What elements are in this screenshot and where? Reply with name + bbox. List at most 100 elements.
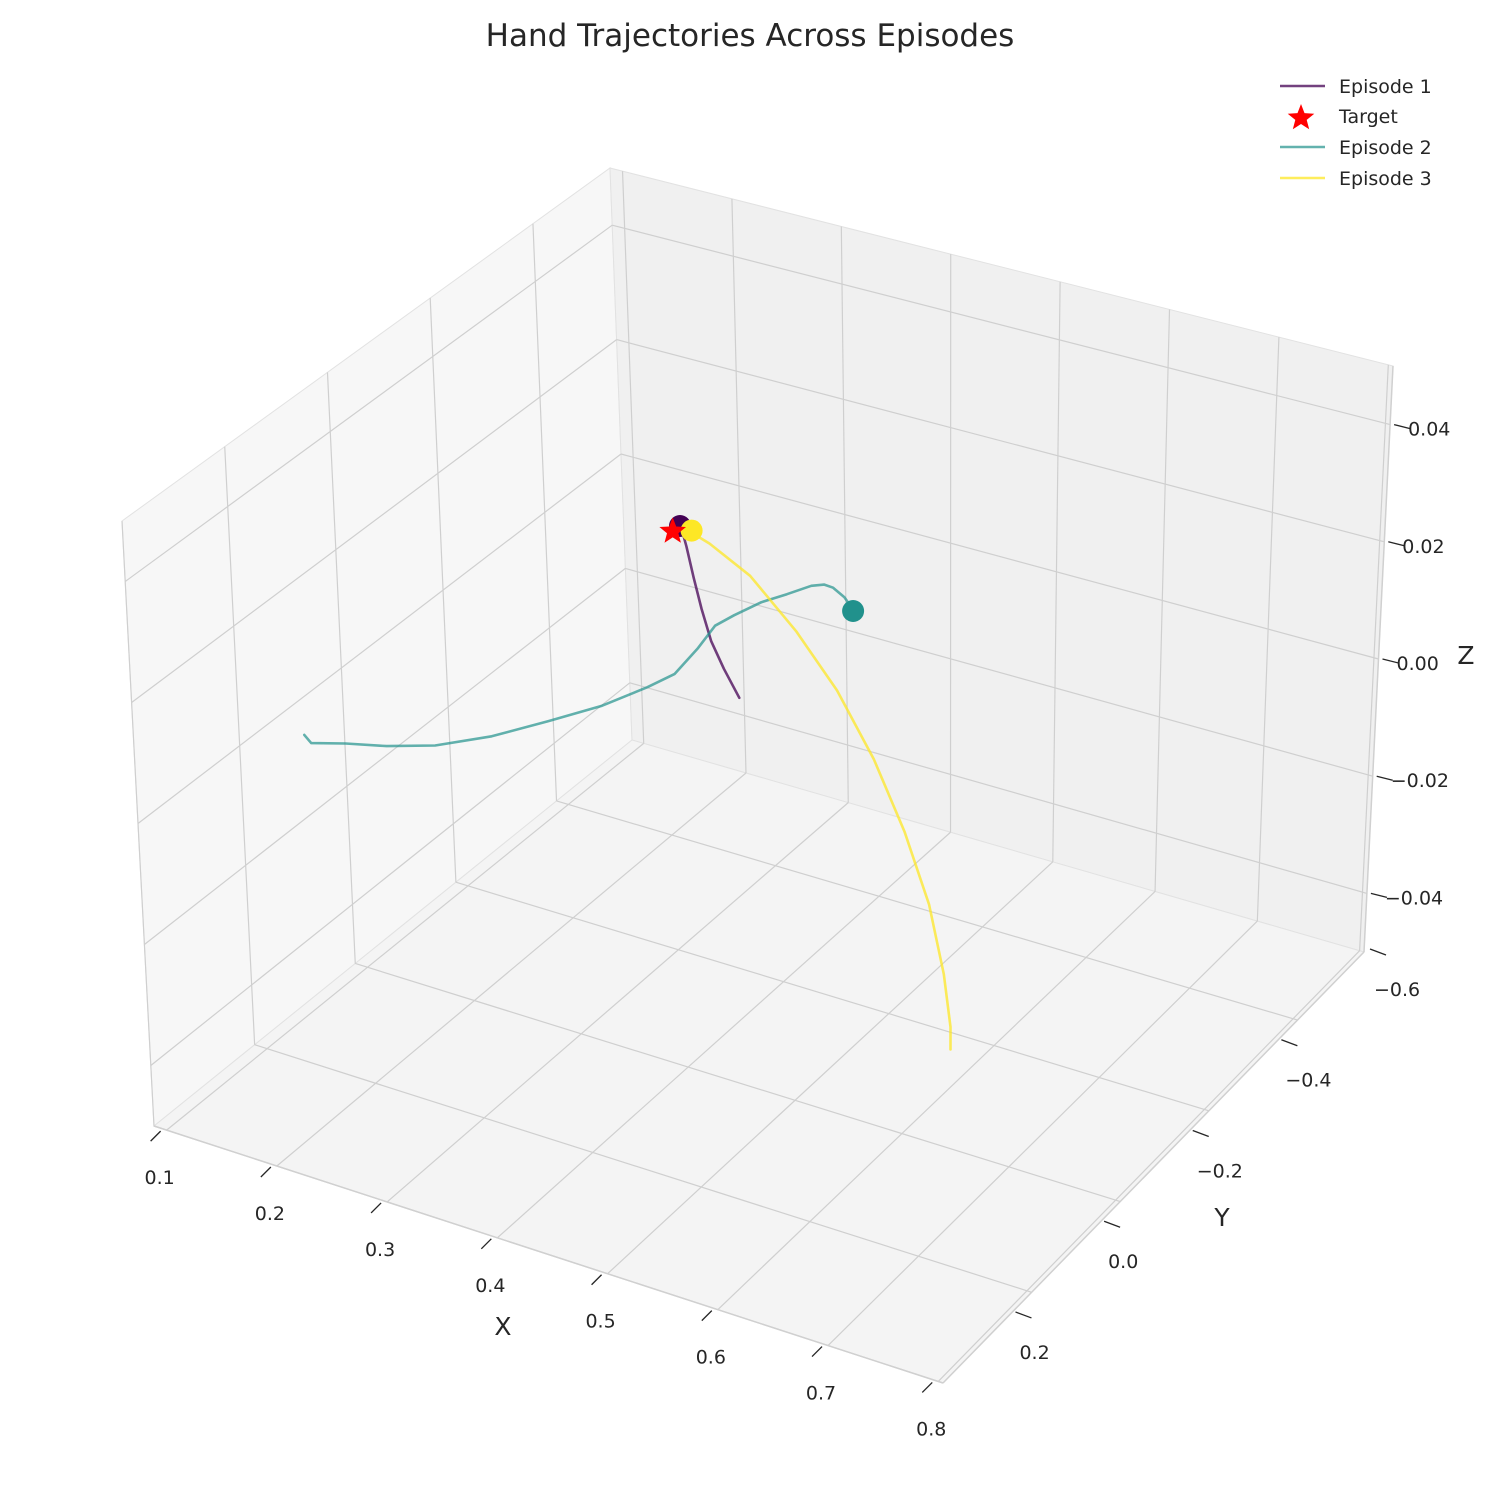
tick-mark [1369, 948, 1387, 956]
grid-line [455, 881, 1210, 1112]
legend-label-episode-1: Episode 1 [1339, 76, 1432, 98]
grid-line [386, 802, 849, 1203]
tick-mark [1382, 658, 1399, 664]
legend-label-target: Target [1338, 106, 1398, 128]
x-tick-2: 0.3 [365, 1202, 395, 1261]
x-tick-label: 0.6 [696, 1347, 726, 1369]
x-tick-1: 0.2 [255, 1166, 285, 1225]
x-tick-label: 0.4 [475, 1275, 505, 1297]
grid-line [131, 339, 617, 703]
tick-mark [370, 1202, 382, 1214]
grid-line [625, 567, 1373, 777]
grid-line [124, 224, 613, 582]
x-tick-5: 0.6 [696, 1310, 726, 1369]
x-tick-0: 0.1 [145, 1130, 175, 1189]
z-tick-3: 0.02 [1388, 536, 1445, 558]
z-tick-0: −0.04 [1370, 887, 1443, 909]
tick-mark [811, 1346, 823, 1358]
grid-line [612, 224, 1391, 426]
legend-entry-episode-2: Episode 2 [1280, 137, 1432, 159]
x-tick-label: 0.1 [145, 1167, 175, 1189]
y-tick-0: −0.6 [1369, 948, 1420, 1001]
z-axis-label: Z [1457, 641, 1474, 670]
tick-mark [1370, 892, 1388, 899]
end-markers [669, 515, 865, 622]
series-line-episode-2 [303, 583, 857, 748]
grid-line [629, 682, 1368, 894]
tick-mark [1281, 1039, 1298, 1047]
y-axis-line [942, 951, 1365, 1384]
grid-line [276, 772, 747, 1167]
end-marker-episode-2 [842, 600, 865, 622]
x-axis-ticks: 0.1 0.2 0.3 0.4 0.5 0.6 0.7 0.8 [145, 1130, 946, 1440]
z-tick-label: 0.00 [1397, 653, 1439, 675]
legend-label-episode-3: Episode 3 [1339, 168, 1432, 190]
z-axis-line [1363, 365, 1394, 953]
x-tick-7: 0.8 [916, 1381, 946, 1440]
grid-line [620, 453, 1379, 660]
tick-mark [1103, 1220, 1121, 1228]
series-line-episode-3 [684, 527, 952, 1051]
legend-label-episode-2: Episode 2 [1339, 137, 1432, 159]
tick-mark [1015, 1311, 1032, 1319]
end-marker-episode-3 [680, 519, 703, 542]
z-tick-label: −0.02 [1391, 770, 1449, 792]
legend: Episode 1 Target Episode 2 Episode 3 [1280, 76, 1432, 190]
z-axis-ticks: −0.04 −0.02 0.00 0.02 0.04 [1370, 419, 1450, 909]
tick-mark [480, 1238, 492, 1250]
z-tick-2: 0.00 [1382, 653, 1439, 675]
z-tick-label: 0.04 [1408, 419, 1450, 441]
tick-mark [701, 1310, 713, 1322]
grid-line [496, 831, 951, 1239]
x-tick-label: 0.7 [806, 1383, 836, 1405]
x-tick-6: 0.7 [806, 1346, 836, 1405]
chart-title: Hand Trajectories Across Episodes [486, 18, 1015, 54]
grid-line [616, 339, 1385, 543]
y-tick-label: −0.4 [1285, 1070, 1331, 1092]
legend-entry-episode-1: Episode 1 [1280, 76, 1432, 98]
grid-line [556, 800, 1298, 1021]
grid-line [166, 742, 645, 1131]
y-tick-label: −0.6 [1374, 979, 1420, 1001]
tick-mark [260, 1166, 272, 1178]
y-tick-2: −0.2 [1192, 1129, 1243, 1182]
grid-line [827, 920, 1258, 1346]
x-axis-label: X [494, 1312, 511, 1341]
grid-line [607, 861, 1054, 1275]
grid-line [355, 962, 1121, 1203]
x-tick-label: 0.3 [365, 1239, 395, 1261]
tick-mark [921, 1381, 933, 1393]
y-tick-label: −0.2 [1197, 1160, 1243, 1182]
grid-line [137, 453, 622, 824]
grid-line [937, 950, 1361, 1382]
y-tick-label: 0.2 [1019, 1342, 1049, 1364]
x-axis-line [153, 1125, 944, 1384]
x-tick-label: 0.8 [916, 1418, 946, 1440]
z-tick-1: −0.02 [1376, 770, 1449, 792]
z-tick-label: 0.02 [1402, 536, 1444, 558]
y-axis-ticks: −0.6 −0.4 −0.2 0.0 0.2 [1015, 948, 1420, 1364]
tick-mark [1393, 423, 1411, 430]
y-axis-label: Y [1213, 1203, 1230, 1232]
y-tick-1: −0.4 [1281, 1039, 1332, 1092]
y-tick-3: 0.0 [1103, 1220, 1138, 1273]
x-tick-label: 0.2 [255, 1203, 285, 1225]
legend-entry-episode-3: Episode 3 [1280, 168, 1432, 190]
tick-mark [150, 1130, 162, 1142]
grid-line [254, 1044, 1032, 1293]
grid-line [150, 682, 631, 1066]
y-tick-label: 0.0 [1108, 1251, 1138, 1273]
tick-mark [1376, 775, 1393, 781]
target-star-marker [659, 517, 686, 543]
x-tick-4: 0.5 [585, 1274, 616, 1333]
legend-entry-target: Target [1287, 104, 1398, 130]
tick-mark [1388, 541, 1405, 547]
grid-line [144, 567, 626, 945]
tick-mark [1192, 1129, 1209, 1138]
grid-line [717, 891, 1156, 1311]
legend-star-icon [1287, 104, 1315, 130]
z-tick-label: −0.04 [1385, 887, 1443, 909]
y-tick-4: 0.2 [1015, 1311, 1050, 1364]
x-tick-label: 0.5 [585, 1311, 615, 1333]
